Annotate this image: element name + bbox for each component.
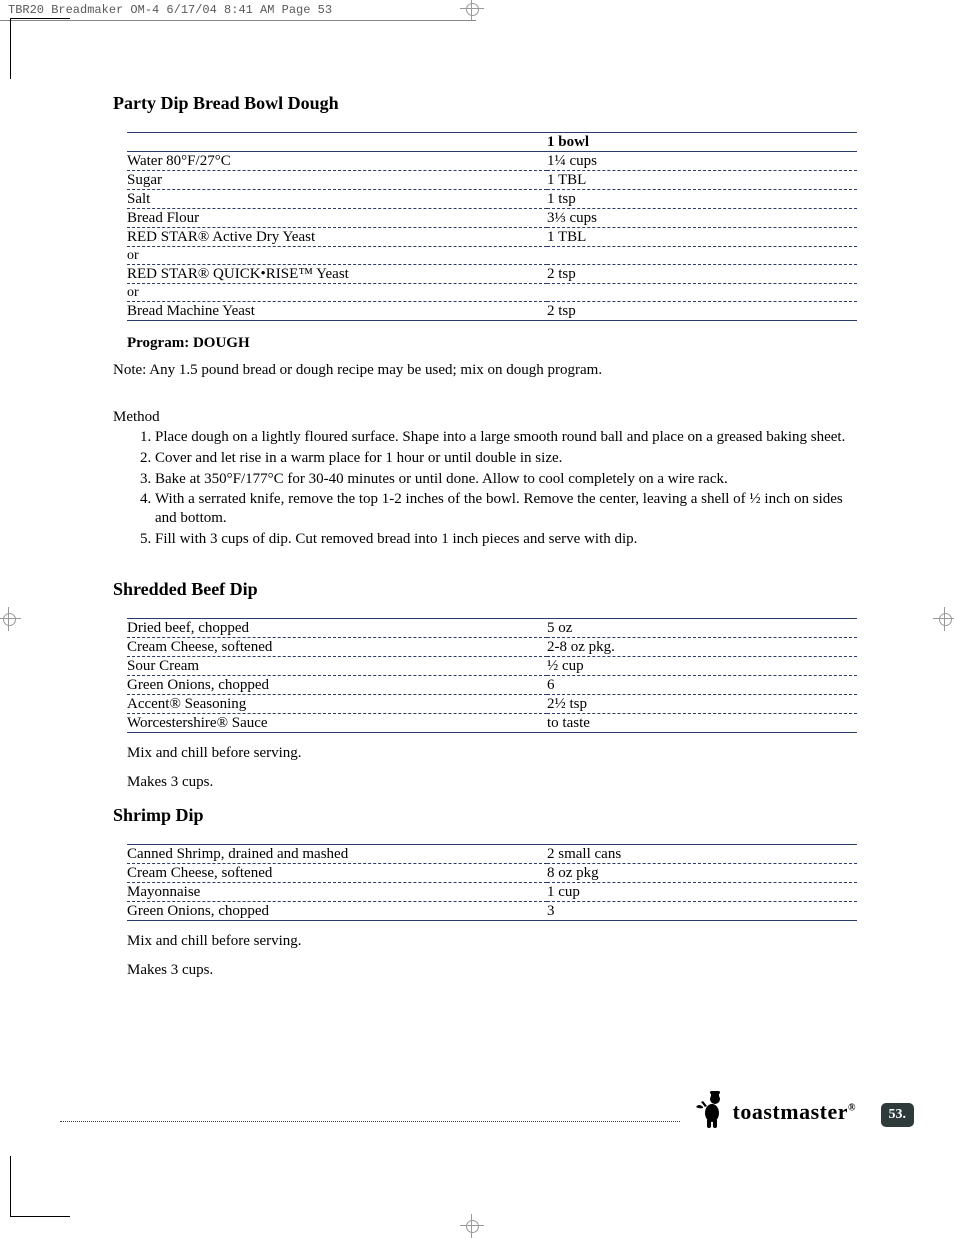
registration-mark-left: [0, 610, 18, 628]
registration-mark-right: [936, 610, 954, 628]
ingredient-amount: 5 oz: [547, 618, 857, 637]
content-area: Party Dip Bread Bowl Dough 1 bowl Water …: [113, 93, 858, 979]
print-header: TBR20 Breadmaker OM-4 6/17/04 8:41 AM Pa…: [0, 0, 476, 21]
table-row: Green Onions, chopped6: [127, 675, 857, 694]
ingredient-amount: 2 small cans: [547, 844, 857, 863]
table-row: Cream Cheese, softened2-8 oz pkg.: [127, 637, 857, 656]
ingredient-amount: 2 tsp: [547, 302, 857, 321]
ingredient-amount: 1 TBL: [547, 228, 857, 247]
ingredient-name: Bread Machine Yeast: [127, 302, 547, 321]
table-cell: [127, 133, 547, 152]
ingredient-name: RED STAR® Active Dry Yeast: [127, 228, 547, 247]
ingredient-name: or: [127, 284, 547, 302]
ingredient-amount: 1¼ cups: [547, 152, 857, 171]
recipe1-note: Note: Any 1.5 pound bread or dough recip…: [113, 362, 858, 379]
recipe3-title: Shrimp Dip: [113, 805, 858, 826]
table-row: Sour Cream½ cup: [127, 656, 857, 675]
program-label: Program: DOUGH: [127, 335, 858, 352]
recipe2-ingredients-table: Dried beef, chopped5 ozCream Cheese, sof…: [127, 618, 857, 733]
brand-logo: toastmaster®: [733, 1099, 856, 1125]
page-footer: toastmaster® 53.: [60, 1095, 914, 1135]
table-row: or: [127, 284, 857, 302]
ingredient-amount: 1 TBL: [547, 171, 857, 190]
ingredient-amount: to taste: [547, 713, 857, 732]
ingredient-amount: 2 tsp: [547, 265, 857, 284]
ingredient-name: Salt: [127, 190, 547, 209]
table-row: Bread Machine Yeast2 tsp: [127, 302, 857, 321]
table-row: Water 80°F/27°C1¼ cups: [127, 152, 857, 171]
ingredient-name: Accent® Seasoning: [127, 694, 547, 713]
table-row: Bread Flour3⅓ cups: [127, 209, 857, 228]
page: TBR20 Breadmaker OM-4 6/17/04 8:41 AM Pa…: [0, 0, 954, 1235]
ingredient-amount: ½ cup: [547, 656, 857, 675]
ingredient-name: RED STAR® QUICK•RISE™ Yeast: [127, 265, 547, 284]
ingredient-name: Dried beef, chopped: [127, 618, 547, 637]
method-label: Method: [113, 409, 858, 426]
table-row: Canned Shrimp, drained and mashed2 small…: [127, 844, 857, 863]
ingredient-amount: 2-8 oz pkg.: [547, 637, 857, 656]
table-row: Sugar1 TBL: [127, 171, 857, 190]
registration-mark-bottom: [463, 1217, 481, 1235]
ingredient-name: Water 80°F/27°C: [127, 152, 547, 171]
registration-mark-top: [463, 0, 481, 18]
table-row: Green Onions, chopped3: [127, 901, 857, 920]
table-row: RED STAR® QUICK•RISE™ Yeast2 tsp: [127, 265, 857, 284]
method-step: With a serrated knife, remove the top 1-…: [155, 490, 858, 528]
method-step: Fill with 3 cups of dip. Cut removed bre…: [155, 530, 858, 549]
chef-icon: [693, 1089, 729, 1137]
table-cell: 1 bowl: [547, 133, 857, 152]
recipe3-instruction: Mix and chill before serving.: [127, 933, 858, 950]
recipe2-title: Shredded Beef Dip: [113, 579, 858, 600]
ingredient-amount: 8 oz pkg: [547, 863, 857, 882]
crop-mark-top-left: [10, 18, 70, 79]
table-row: RED STAR® Active Dry Yeast1 TBL: [127, 228, 857, 247]
table-row: Worcestershire® Sauceto taste: [127, 713, 857, 732]
recipe2-yield: Makes 3 cups.: [127, 774, 858, 791]
table-row: or: [127, 247, 857, 265]
table-row: Dried beef, chopped5 oz: [127, 618, 857, 637]
ingredient-name: Green Onions, chopped: [127, 901, 547, 920]
ingredient-amount: 6: [547, 675, 857, 694]
recipe1-ingredients-table: 1 bowl Water 80°F/27°C1¼ cupsSugar1 TBLS…: [127, 132, 857, 321]
ingredient-amount: 3: [547, 901, 857, 920]
table-row: Salt1 tsp: [127, 190, 857, 209]
ingredient-name: Cream Cheese, softened: [127, 863, 547, 882]
ingredient-name: Worcestershire® Sauce: [127, 713, 547, 732]
ingredient-name: Green Onions, chopped: [127, 675, 547, 694]
ingredient-name: Cream Cheese, softened: [127, 637, 547, 656]
table-row: Mayonnaise1 cup: [127, 882, 857, 901]
ingredient-amount: 1 tsp: [547, 190, 857, 209]
table-row: Cream Cheese, softened8 oz pkg: [127, 863, 857, 882]
ingredient-amount: 3⅓ cups: [547, 209, 857, 228]
recipe1-title: Party Dip Bread Bowl Dough: [113, 93, 858, 114]
ingredient-amount: 1 cup: [547, 882, 857, 901]
ingredient-name: Canned Shrimp, drained and mashed: [127, 844, 547, 863]
ingredient-name: Sugar: [127, 171, 547, 190]
ingredient-amount: [547, 247, 857, 265]
table-header-row: 1 bowl: [127, 133, 857, 152]
footer-rule: [60, 1121, 680, 1122]
ingredient-name: Mayonnaise: [127, 882, 547, 901]
recipe2-instruction: Mix and chill before serving.: [127, 745, 858, 762]
method-step: Place dough on a lightly floured surface…: [155, 428, 858, 447]
table-row: Accent® Seasoning2½ tsp: [127, 694, 857, 713]
recipe3-ingredients-table: Canned Shrimp, drained and mashed2 small…: [127, 844, 857, 921]
crop-mark-bottom-left: [10, 1156, 70, 1217]
ingredient-amount: [547, 284, 857, 302]
method-step: Bake at 350°F/177°C for 30-40 minutes or…: [155, 470, 858, 489]
recipe3-yield: Makes 3 cups.: [127, 962, 858, 979]
ingredient-name: Bread Flour: [127, 209, 547, 228]
method-step: Cover and let rise in a warm place for 1…: [155, 449, 858, 468]
ingredient-amount: 2½ tsp: [547, 694, 857, 713]
ingredient-name: or: [127, 247, 547, 265]
page-number: 53.: [881, 1103, 915, 1127]
ingredient-name: Sour Cream: [127, 656, 547, 675]
method-steps: Place dough on a lightly floured surface…: [113, 428, 858, 549]
